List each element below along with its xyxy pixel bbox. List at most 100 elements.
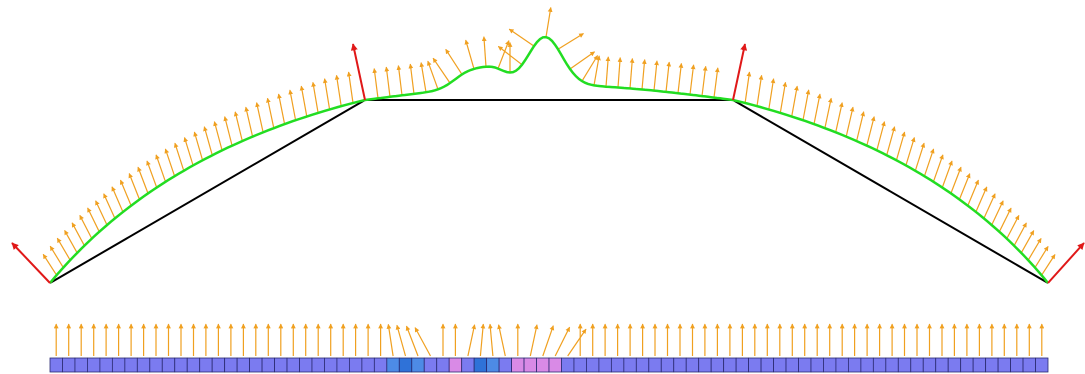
vertex-normal-arrow (1047, 242, 1085, 284)
strip-cell (860, 357, 874, 373)
strip-cell (897, 357, 912, 373)
strip-cell (398, 357, 413, 373)
strip-cell (386, 357, 400, 373)
curve-normal-arrow (802, 89, 811, 121)
curve-normal-arrow (408, 63, 415, 94)
strip-cell (411, 357, 425, 373)
strip-cell (498, 357, 512, 373)
curve-normal-arrow (886, 126, 896, 156)
strip-normal-arrow (414, 327, 432, 357)
curve-normal-arrow (689, 64, 696, 95)
strip-cell (473, 357, 488, 373)
strip-cell (373, 357, 388, 373)
strip-cell (486, 357, 500, 373)
strip-cell (785, 357, 799, 373)
curve-normal-arrow (665, 61, 672, 92)
strip-cell (835, 357, 849, 373)
curve-normal-arrow (1027, 237, 1042, 261)
curve-normal-arrow (334, 74, 342, 107)
curve-normal-arrow (905, 137, 916, 166)
curve-normal-arrow (233, 111, 243, 142)
strip-cell (448, 357, 463, 373)
curve-normal-arrow (384, 66, 391, 97)
strip-cell (523, 357, 537, 373)
curve-normal-arrow (277, 93, 286, 125)
curve-normal-arrow (464, 39, 475, 70)
curve-normal-arrow (508, 28, 535, 47)
vertex-normal-arrows (11, 43, 1085, 284)
curve-normal-arrow (975, 186, 988, 213)
curve-normal-arrow (581, 55, 599, 82)
strip-cell (274, 357, 288, 373)
strip-cell (935, 357, 949, 373)
curve-normal-arrow (983, 193, 996, 219)
strip-cell (573, 357, 587, 373)
strip-cell (136, 357, 151, 373)
strip-cell (748, 357, 762, 373)
curve-normal-arrow (128, 173, 141, 200)
strip-cell (735, 357, 750, 373)
curve-normal-arrow (569, 51, 595, 70)
strip-cell (1035, 357, 1049, 373)
curve-normal-arrow (445, 48, 463, 75)
curve-normal-arrow (311, 81, 319, 114)
strip-cell (149, 357, 163, 373)
curve-normal-arrow (419, 62, 427, 93)
curve-normal-arrow (813, 93, 822, 125)
curve-normal-arrow (146, 160, 158, 188)
strip-cell (773, 357, 787, 373)
curve-normal-arrow (1041, 254, 1056, 276)
curve-normal-arrow (998, 207, 1012, 233)
strip-cell (723, 357, 737, 373)
curve-normal-arrow (223, 116, 233, 146)
strip-normal-arrow (405, 325, 419, 357)
curve-normal-arrow (629, 58, 635, 89)
strip-normal-arrow (386, 323, 394, 357)
curve-normal-arrow (193, 131, 204, 161)
curve-normal-arrow (617, 57, 623, 88)
curve-normal-arrow (779, 81, 788, 114)
strip-cell (186, 357, 201, 373)
strip-cell (960, 357, 974, 373)
curve-normal-arrow (79, 214, 93, 239)
curve-normal-arrow (346, 71, 354, 104)
vertex-normal-arrow (732, 43, 748, 101)
curve-normal-arrow (164, 148, 176, 177)
strip-cell (311, 357, 325, 373)
vertex-normal-arrow (11, 242, 51, 284)
strip-cell (348, 357, 363, 373)
strip-cell (798, 357, 812, 373)
strip-normal-arrow (479, 323, 486, 357)
strip-cell (997, 357, 1011, 373)
strip-cell (224, 357, 238, 373)
curve-normal-arrow (111, 186, 124, 213)
strip-cell (872, 357, 887, 373)
curve-normal-arrow (641, 59, 647, 90)
curve-normal-arrow (155, 154, 167, 182)
curve-normal-arrow (299, 85, 308, 117)
curve-normal-arrow (183, 137, 194, 166)
strip-cell (324, 357, 338, 373)
curve-normal-arrow (266, 97, 275, 129)
curve-normal-arrow (866, 116, 876, 146)
strip-normal-arrow (395, 324, 407, 357)
curve-normal-arrow (701, 65, 708, 97)
curve-normal-arrow (432, 57, 451, 84)
cell-strip (49, 357, 1049, 373)
strip-cell (236, 357, 251, 373)
strip-normal-arrow (542, 325, 555, 357)
strip-cell (698, 357, 712, 373)
curve-normal-arrow (396, 65, 403, 96)
curve-normal-arrow (835, 102, 844, 133)
strip-cell (124, 357, 138, 373)
curve-normal-arrow (87, 207, 100, 233)
strip-cell (249, 357, 263, 373)
curve-normal-arrow (593, 55, 601, 86)
strip-cell (87, 357, 101, 373)
strip-cell (174, 357, 188, 373)
curve-normal-arrow (1006, 214, 1020, 239)
curve-normal-arrow (119, 179, 132, 206)
curve-normal-arrow (923, 148, 935, 177)
strip-cell (810, 357, 824, 373)
